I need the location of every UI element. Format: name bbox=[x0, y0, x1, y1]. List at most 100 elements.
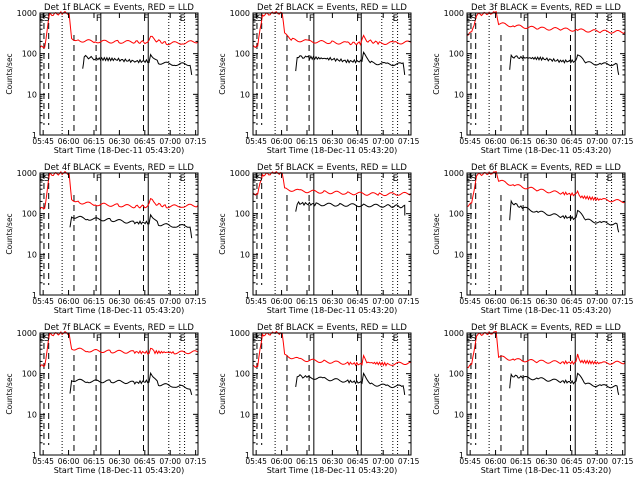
y-tick-label: 1 bbox=[32, 291, 37, 300]
x-tick-label: 06:00 bbox=[271, 297, 293, 306]
flag-label: F bbox=[143, 334, 148, 344]
plot-frame bbox=[39, 332, 199, 456]
x-tick-label: 07:00 bbox=[372, 297, 394, 306]
x-tick-label: 07:00 bbox=[586, 137, 608, 146]
x-tick-label: 07:15 bbox=[612, 297, 634, 306]
x-axis-label: Start Time (18-Dec-11 05:43:20) bbox=[54, 306, 185, 315]
panel-title: Det 9f BLACK = Events, RED = LLD bbox=[471, 323, 621, 333]
series-line-lld bbox=[39, 170, 199, 210]
y-tick-label: 10 bbox=[454, 410, 464, 419]
plot-frame bbox=[39, 172, 199, 296]
y-tick-label: 100 bbox=[235, 50, 250, 59]
series-line-lld bbox=[252, 171, 412, 197]
y-tick-label: 10 bbox=[240, 250, 250, 259]
x-tick-label: 05:45 bbox=[32, 457, 54, 466]
x-tick-label: 06:15 bbox=[510, 297, 532, 306]
x-tick-label: 07:15 bbox=[398, 137, 420, 146]
y-axis-label: Counts/sec bbox=[5, 213, 14, 254]
x-tick-label: 07:15 bbox=[185, 297, 207, 306]
y-axis-label: Counts/sec bbox=[218, 213, 227, 254]
x-tick-label: 07:15 bbox=[398, 457, 420, 466]
y-tick-label: 10 bbox=[27, 410, 37, 419]
y-tick-label: 100 bbox=[449, 210, 464, 219]
y-tick-label: 1000 bbox=[17, 329, 37, 338]
x-tick-label: 07:00 bbox=[586, 297, 608, 306]
x-tick-label: 05:45 bbox=[245, 297, 267, 306]
x-tick-label: 06:15 bbox=[83, 137, 105, 146]
series-line-lld bbox=[39, 330, 199, 368]
y-tick-label: 1000 bbox=[230, 329, 250, 338]
y-tick-label: 1 bbox=[459, 451, 464, 460]
x-axis-label: Start Time (18-Dec-11 05:43:20) bbox=[54, 466, 185, 475]
x-axis-label: Start Time (18-Dec-11 05:43:20) bbox=[54, 146, 185, 155]
y-tick-label: 1 bbox=[459, 291, 464, 300]
y-tick-label: 10 bbox=[454, 250, 464, 259]
x-tick-label: 06:00 bbox=[485, 297, 507, 306]
flag-label: E bbox=[607, 334, 613, 344]
x-tick-label: 06:30 bbox=[109, 457, 131, 466]
x-tick-label: 06:15 bbox=[296, 297, 318, 306]
x-tick-label: 07:15 bbox=[398, 297, 420, 306]
flag-label: E bbox=[252, 14, 258, 24]
x-tick-label: 06:15 bbox=[83, 297, 105, 306]
x-tick-label: 07:00 bbox=[159, 297, 181, 306]
x-tick-label: 07:00 bbox=[586, 457, 608, 466]
y-tick-label: 10 bbox=[454, 90, 464, 99]
flag-label: E bbox=[607, 14, 613, 24]
flag-label: F bbox=[356, 334, 361, 344]
flag-label: F bbox=[570, 174, 575, 184]
panel-title: Det 4f BLACK = Events, RED = LLD bbox=[44, 163, 194, 173]
flag-label: S bbox=[257, 334, 263, 344]
plot-frame bbox=[39, 12, 199, 136]
plot-frame bbox=[252, 12, 412, 136]
x-tick-label: 07:15 bbox=[612, 137, 634, 146]
x-tick-label: 06:45 bbox=[347, 137, 369, 146]
x-tick-label: 06:15 bbox=[83, 457, 105, 466]
flag-label: F bbox=[96, 334, 101, 344]
panel-title: Det 3f BLACK = Events, RED = LLD bbox=[471, 3, 621, 13]
y-tick-label: 1 bbox=[245, 131, 250, 140]
flag-label: F bbox=[523, 174, 528, 184]
flag-label: E bbox=[466, 174, 472, 184]
x-tick-label: 06:30 bbox=[536, 137, 558, 146]
y-tick-label: 100 bbox=[449, 370, 464, 379]
x-tick-label: 06:30 bbox=[109, 297, 131, 306]
flag-label: S bbox=[44, 174, 50, 184]
x-tick-label: 05:45 bbox=[459, 297, 481, 306]
y-axis-label: Counts/sec bbox=[218, 53, 227, 94]
detector-panel-7: 1 10 100 1000 05:45 06:00 06:15 06:30 06:45 07:00… bbox=[5, 323, 207, 475]
x-tick-label: 06:15 bbox=[296, 457, 318, 466]
x-tick-label: 06:45 bbox=[134, 137, 156, 146]
series-line-events bbox=[509, 53, 620, 75]
x-tick-label: 05:45 bbox=[32, 137, 54, 146]
flag-label: E bbox=[180, 14, 186, 24]
x-tick-label: 05:45 bbox=[459, 137, 481, 146]
y-tick-label: 100 bbox=[22, 210, 37, 219]
y-tick-label: 100 bbox=[22, 370, 37, 379]
flag-label: S bbox=[257, 14, 263, 24]
y-tick-label: 100 bbox=[449, 50, 464, 59]
flag-label: F bbox=[96, 14, 101, 24]
series-line-lld bbox=[39, 10, 199, 49]
y-tick-label: 10 bbox=[27, 90, 37, 99]
x-tick-label: 06:15 bbox=[510, 457, 532, 466]
x-tick-label: 06:30 bbox=[322, 137, 344, 146]
x-tick-label: 06:00 bbox=[58, 297, 80, 306]
y-axis-label: Counts/sec bbox=[5, 53, 14, 94]
flag-label: S bbox=[44, 334, 50, 344]
plot-frame bbox=[466, 332, 626, 456]
flag-label: E bbox=[393, 334, 399, 344]
series-line-events bbox=[69, 213, 193, 239]
series-line-events bbox=[295, 51, 406, 75]
x-axis-label: Start Time (18-Dec-11 05:43:20) bbox=[481, 146, 612, 155]
y-tick-label: 10 bbox=[240, 410, 250, 419]
flag-label: F bbox=[523, 334, 528, 344]
x-tick-label: 06:45 bbox=[347, 457, 369, 466]
flag-label: F bbox=[356, 174, 361, 184]
flag-label: S bbox=[44, 14, 50, 24]
y-axis-label: Counts/sec bbox=[432, 53, 441, 94]
x-tick-label: 06:00 bbox=[58, 457, 80, 466]
x-tick-label: 05:45 bbox=[245, 457, 267, 466]
x-tick-label: 06:30 bbox=[322, 457, 344, 466]
flag-label: E bbox=[393, 174, 399, 184]
